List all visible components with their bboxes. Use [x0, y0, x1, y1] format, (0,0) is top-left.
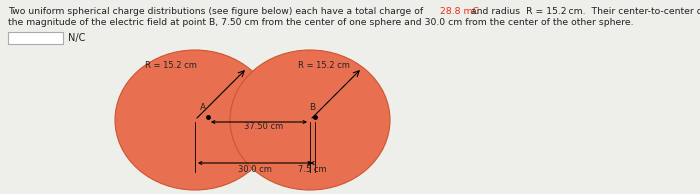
Text: N/C: N/C — [68, 33, 85, 43]
Text: 30.0 cm: 30.0 cm — [238, 165, 272, 174]
Text: the magnitude of the electric field at point B, 7.50 cm from the center of one s: the magnitude of the electric field at p… — [8, 18, 634, 27]
Text: 28.8 mC: 28.8 mC — [440, 7, 479, 16]
Text: 7.5 cm: 7.5 cm — [298, 165, 327, 174]
Text: R = 15.2 cm: R = 15.2 cm — [298, 61, 350, 70]
Text: R = 15.2 cm: R = 15.2 cm — [145, 61, 197, 70]
FancyBboxPatch shape — [8, 32, 63, 44]
Text: and radius  R = 15.2 cm.  Their center-to-center distance is 37.50 cm.  Find: and radius R = 15.2 cm. Their center-to-… — [468, 7, 700, 16]
Text: A: A — [200, 103, 206, 112]
Text: 37.50 cm: 37.50 cm — [244, 122, 284, 131]
Ellipse shape — [115, 50, 275, 190]
Text: B: B — [309, 103, 315, 112]
Ellipse shape — [230, 50, 390, 190]
Text: Two uniform spherical charge distributions (see figure below) each have a total : Two uniform spherical charge distributio… — [8, 7, 426, 16]
